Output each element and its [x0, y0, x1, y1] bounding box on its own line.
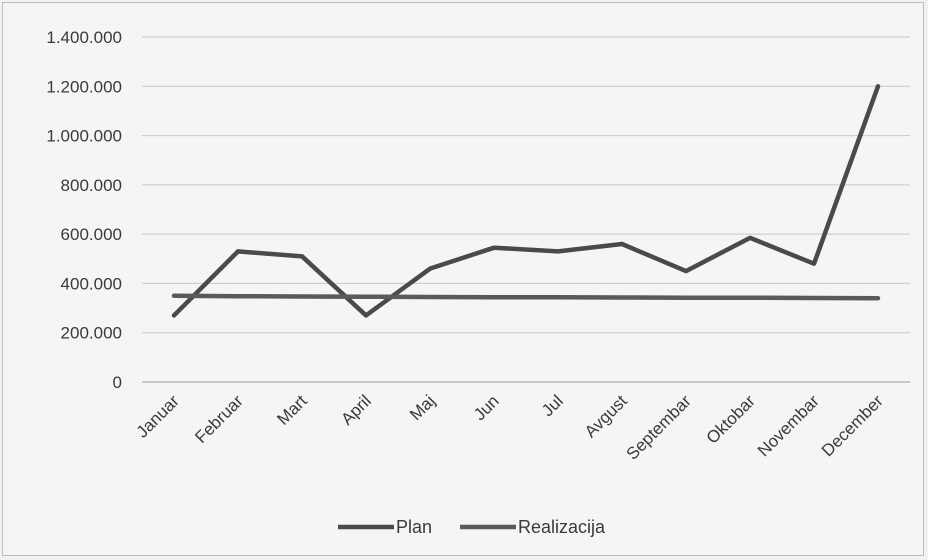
legend-label: Plan: [396, 517, 432, 537]
y-tick-label: 800.000: [61, 176, 122, 195]
y-tick-label: 200.000: [61, 324, 122, 343]
y-tick-label: 600.000: [61, 225, 122, 244]
x-tick-label: Jul: [538, 391, 567, 420]
x-tick-label: Avgust: [581, 391, 631, 441]
x-tick-label: Januar: [133, 391, 183, 441]
y-tick-label: 1.200.000: [46, 77, 122, 96]
x-tick-label: Jun: [470, 391, 503, 424]
series-line-plan: [171, 84, 881, 318]
x-tick-label: Maj: [406, 391, 439, 424]
x-tick-label: Novembar: [754, 391, 823, 460]
x-tick-label: Februar: [191, 391, 247, 447]
x-tick-label: April: [337, 391, 374, 428]
y-tick-label: 400.000: [61, 274, 122, 293]
legend-label: Realizacija: [518, 517, 606, 537]
series-line-realizacija: [171, 293, 881, 301]
y-tick-label: 0: [113, 373, 122, 392]
y-tick-label: 1.400.000: [46, 28, 122, 47]
y-tick-label: 1.000.000: [46, 127, 122, 146]
x-tick-label: Oktobar: [703, 391, 759, 447]
x-tick-label: Mart: [273, 391, 311, 429]
x-tick-label: Septembar: [623, 391, 695, 463]
x-tick-label: December: [818, 391, 887, 460]
